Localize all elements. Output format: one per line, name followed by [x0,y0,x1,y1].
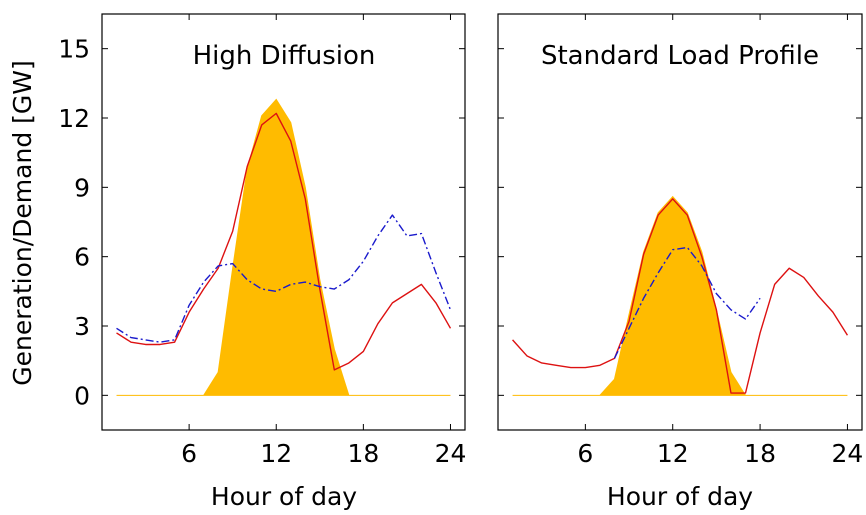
x-tick-label: 12 [260,439,292,468]
x-axis-label: Hour of day [211,482,357,511]
x-tick-label: 18 [744,439,776,468]
y-tick-label: 15 [58,35,90,64]
x-tick-label: 12 [657,439,689,468]
series-dashdot-line [613,246,761,359]
panel-high-diffusion: 0 3 6 9 12 15 6 12 18 24 High Diffusion Hour of day [58,13,467,511]
panel-standard-load-profile: 6 12 18 24 Standard Load Profile Hour of day [497,13,864,511]
y-tick-label: 6 [74,243,90,272]
panel-title: Standard Load Profile [541,41,819,71]
x-tick-label: 24 [435,439,467,468]
series-generation-area [116,98,451,396]
plot-frame [497,13,863,431]
y-tick-label: 0 [74,381,90,410]
y-tick-label: 9 [74,173,90,202]
x-tick-label: 6 [577,439,593,468]
panel-title: High Diffusion [193,41,376,71]
x-tick-label: 6 [181,439,197,468]
series-generation-area [512,195,848,396]
y-tick-label: 3 [74,312,90,341]
series-solid-line [512,198,849,394]
series-solid-line [116,112,452,371]
y-axis-label: Generation/Demand [GW] [8,60,37,385]
series-dashdot-line [116,214,452,343]
x-axis-label: Hour of day [607,482,753,511]
x-tick-label: 24 [832,439,864,468]
x-tick-label: 18 [347,439,379,468]
plot-frame [101,13,466,431]
y-tick-label: 12 [58,104,90,133]
